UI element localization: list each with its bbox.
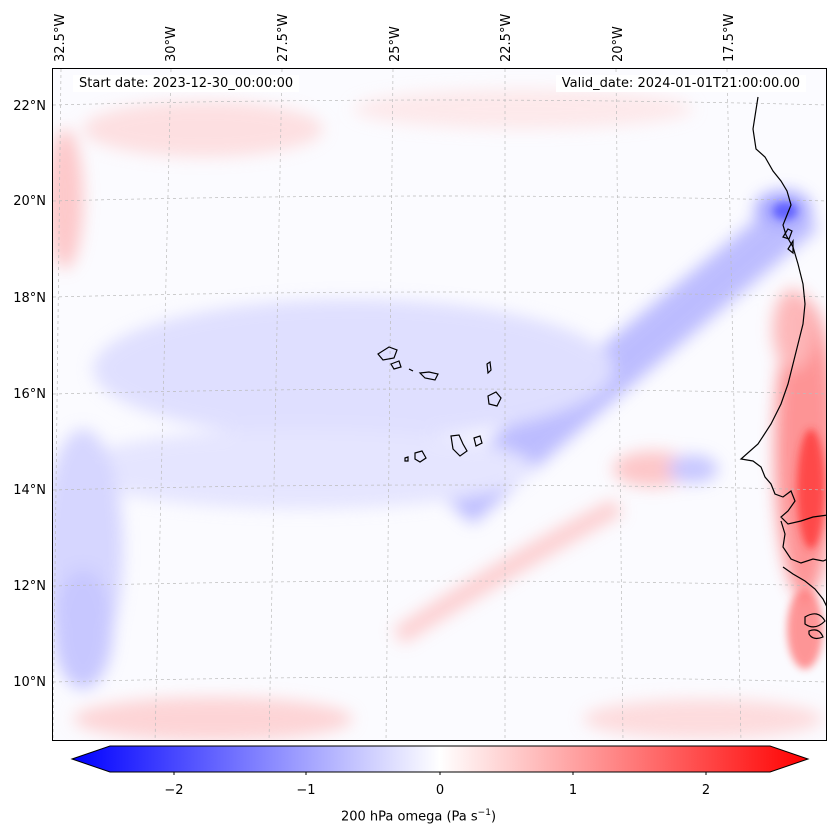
descent-spot-mid bbox=[613, 451, 693, 487]
cape-verde-islands bbox=[377, 346, 502, 463]
lon-label-32-5w: 32.5°W bbox=[53, 13, 68, 62]
descent-band-main bbox=[433, 189, 818, 524]
lat-label-10n: 10°N bbox=[13, 675, 46, 690]
lat-label-12n: 12°N bbox=[13, 579, 46, 594]
colorbar-label-exponent: −1 bbox=[477, 808, 491, 818]
gridline-lat-10n bbox=[53, 676, 826, 683]
lat-label-18n: 18°N bbox=[13, 291, 46, 306]
weak-descent-se bbox=[583, 699, 823, 739]
cb-tick-1: 1 bbox=[568, 783, 578, 798]
weak-descent-nw bbox=[83, 101, 323, 157]
lat-label-20n: 20°N bbox=[13, 194, 46, 209]
weak-descent-south bbox=[73, 697, 353, 740]
cb-tick-neg2: −2 bbox=[164, 783, 184, 798]
island-boa-vista bbox=[487, 391, 502, 407]
island-santiago bbox=[450, 434, 468, 457]
gridline-lon-27-5w bbox=[268, 69, 283, 740]
island-santo-antao bbox=[377, 346, 398, 361]
banc-arguin-island bbox=[782, 228, 793, 240]
gridline-lon-32-5w bbox=[53, 69, 62, 740]
weak-ascent-middle bbox=[93, 299, 613, 439]
lon-label-17-5w: 17.5°W bbox=[722, 13, 737, 62]
coastal-descent-upper bbox=[773, 289, 813, 369]
ascent-core-coast bbox=[773, 202, 797, 220]
colorbar bbox=[70, 745, 810, 775]
colorbar-gradient bbox=[70, 745, 810, 773]
map-field bbox=[53, 69, 826, 740]
weak-ascent-lower bbox=[73, 429, 533, 509]
descent-streak-sw bbox=[393, 499, 623, 644]
lat-label-14n: 14°N bbox=[13, 483, 46, 498]
gridline-lat-20n bbox=[53, 195, 826, 202]
island-sao-vicente bbox=[390, 360, 402, 370]
weak-ascent-sw bbox=[53, 569, 113, 689]
island-maio bbox=[473, 435, 483, 447]
colorbar-ticks bbox=[173, 772, 707, 775]
island-brava bbox=[404, 456, 409, 462]
gridline-lon-30w bbox=[154, 69, 172, 740]
gridline-lat-12n bbox=[53, 580, 826, 587]
guinea-bissau-coast bbox=[782, 566, 826, 607]
cb-tick-neg1: −1 bbox=[296, 783, 316, 798]
colorbar-label: 200 hPa omega (Pa s−1) bbox=[0, 808, 837, 824]
colorbar-label-text: 200 hPa omega (Pa s bbox=[340, 809, 478, 825]
graticule bbox=[53, 69, 826, 740]
senegal-gambia-coast bbox=[780, 520, 826, 564]
lat-label-22n: 22°N bbox=[13, 99, 46, 114]
lon-label-25w: 25°W bbox=[388, 26, 403, 62]
weak-descent-north bbox=[353, 89, 693, 129]
valid-date-label: Valid_date: 2024-01-01T21:00:00.00 bbox=[555, 75, 806, 92]
island-santa-luzia bbox=[408, 368, 414, 372]
omega-field bbox=[53, 89, 826, 740]
descent-core-south bbox=[787, 589, 823, 669]
island-sal bbox=[486, 360, 492, 375]
descent-core-coast bbox=[797, 429, 825, 549]
lon-label-27-5w: 27.5°W bbox=[276, 13, 291, 62]
colorbar-label-close: ) bbox=[490, 809, 497, 825]
cb-tick-0: 0 bbox=[435, 783, 445, 798]
coast-bay-notch bbox=[787, 238, 794, 255]
weak-descent-west-edge bbox=[53, 129, 83, 269]
ascent-spot-mid bbox=[668, 455, 718, 483]
coastlines bbox=[739, 96, 826, 640]
gridline-lon-25w bbox=[385, 69, 394, 740]
lon-label-20w: 20°W bbox=[611, 26, 626, 62]
island-fogo bbox=[414, 450, 427, 463]
cb-tick-2: 2 bbox=[701, 783, 711, 798]
lon-label-30w: 30°W bbox=[164, 26, 179, 62]
island-sao-nicolau bbox=[418, 371, 439, 381]
guinea-islands bbox=[804, 613, 826, 640]
lat-label-16n: 16°N bbox=[13, 387, 46, 402]
map-panel[interactable]: Start date: 2023-12-30_00:00:00 Valid_da… bbox=[52, 68, 827, 741]
lon-label-22-5w: 22.5°W bbox=[499, 13, 514, 62]
gridline-lon-20w bbox=[615, 69, 624, 740]
african-coastline bbox=[739, 96, 826, 525]
start-date-label: Start date: 2023-12-30_00:00:00 bbox=[73, 75, 300, 92]
gridline-lon-17-5w bbox=[726, 69, 742, 740]
